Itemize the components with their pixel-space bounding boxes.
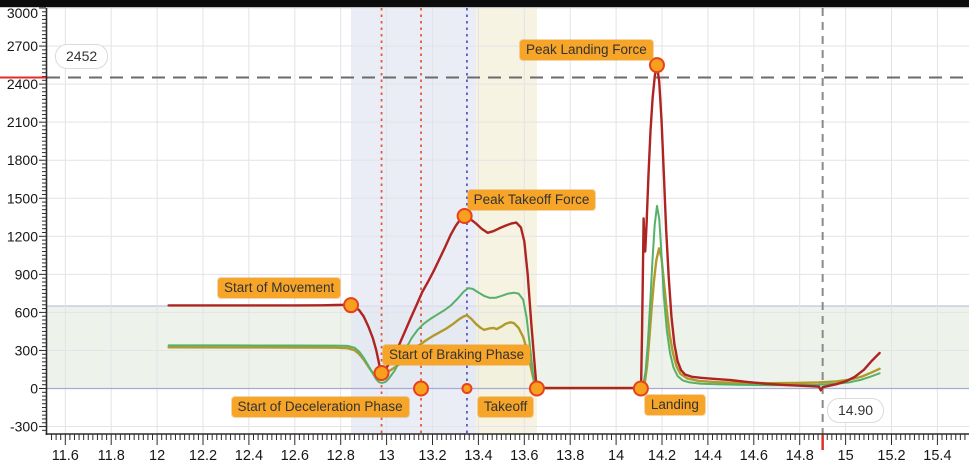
x-tick-label: 13.6 xyxy=(510,448,538,464)
phase-band-2 xyxy=(476,8,537,434)
y-tick-label: -300 xyxy=(10,419,38,435)
y-tick-label: 2700 xyxy=(7,38,38,54)
x-tick-label: 12.6 xyxy=(281,448,309,464)
event-marker xyxy=(461,383,473,394)
x-tick-label: 11.6 xyxy=(52,448,79,464)
x-tick-label: 12.2 xyxy=(189,448,217,464)
y-tick-label: 1800 xyxy=(7,152,38,168)
event-marker-peak-takeoff-force xyxy=(456,208,473,225)
x-tick-label: 12.4 xyxy=(235,448,263,464)
y-tick-label: 3000 xyxy=(7,5,38,21)
x-tick-label: 14.6 xyxy=(740,448,768,464)
y-tick-label: 300 xyxy=(15,342,39,358)
x-tick-label: 13.4 xyxy=(464,448,492,464)
event-marker-takeoff xyxy=(528,380,545,397)
x-tick-label: 14.8 xyxy=(786,448,814,464)
x-tick-label: 14.4 xyxy=(694,448,722,464)
x-tick-label: 12 xyxy=(149,448,165,464)
x-tick-label: 15.2 xyxy=(877,448,905,464)
y-tick-label: 600 xyxy=(15,304,39,320)
y-tick-label: 2400 xyxy=(7,76,38,92)
x-tick-label: 14 xyxy=(608,448,624,464)
event-marker-peak-landing-force xyxy=(648,57,665,74)
x-tick-label: 12.8 xyxy=(327,448,355,464)
y-tick-label: 900 xyxy=(15,266,39,282)
x-tick-label: 15.4 xyxy=(923,448,951,464)
y-tick-label: 1500 xyxy=(7,190,38,206)
window-top-bar xyxy=(0,0,969,8)
event-marker-start-of-braking-phase xyxy=(413,380,430,397)
y-tick-label: 2100 xyxy=(7,114,38,130)
x-tick-label: 14.2 xyxy=(648,448,676,464)
event-marker-landing xyxy=(632,380,649,397)
event-marker-start-of-movement xyxy=(343,297,360,314)
event-marker-start-of-deceleration-phase xyxy=(373,365,390,382)
series-path-green xyxy=(167,204,881,390)
y-tick-label: 0 xyxy=(30,381,38,397)
x-tick-label: 13.2 xyxy=(418,448,446,464)
x-tick-label: 15 xyxy=(838,448,854,464)
y-tick-label: 1200 xyxy=(7,228,38,244)
x-tick-label: 11.8 xyxy=(98,448,125,464)
x-tick-label: 13 xyxy=(379,448,395,464)
x-tick-label: 13.8 xyxy=(556,448,584,464)
